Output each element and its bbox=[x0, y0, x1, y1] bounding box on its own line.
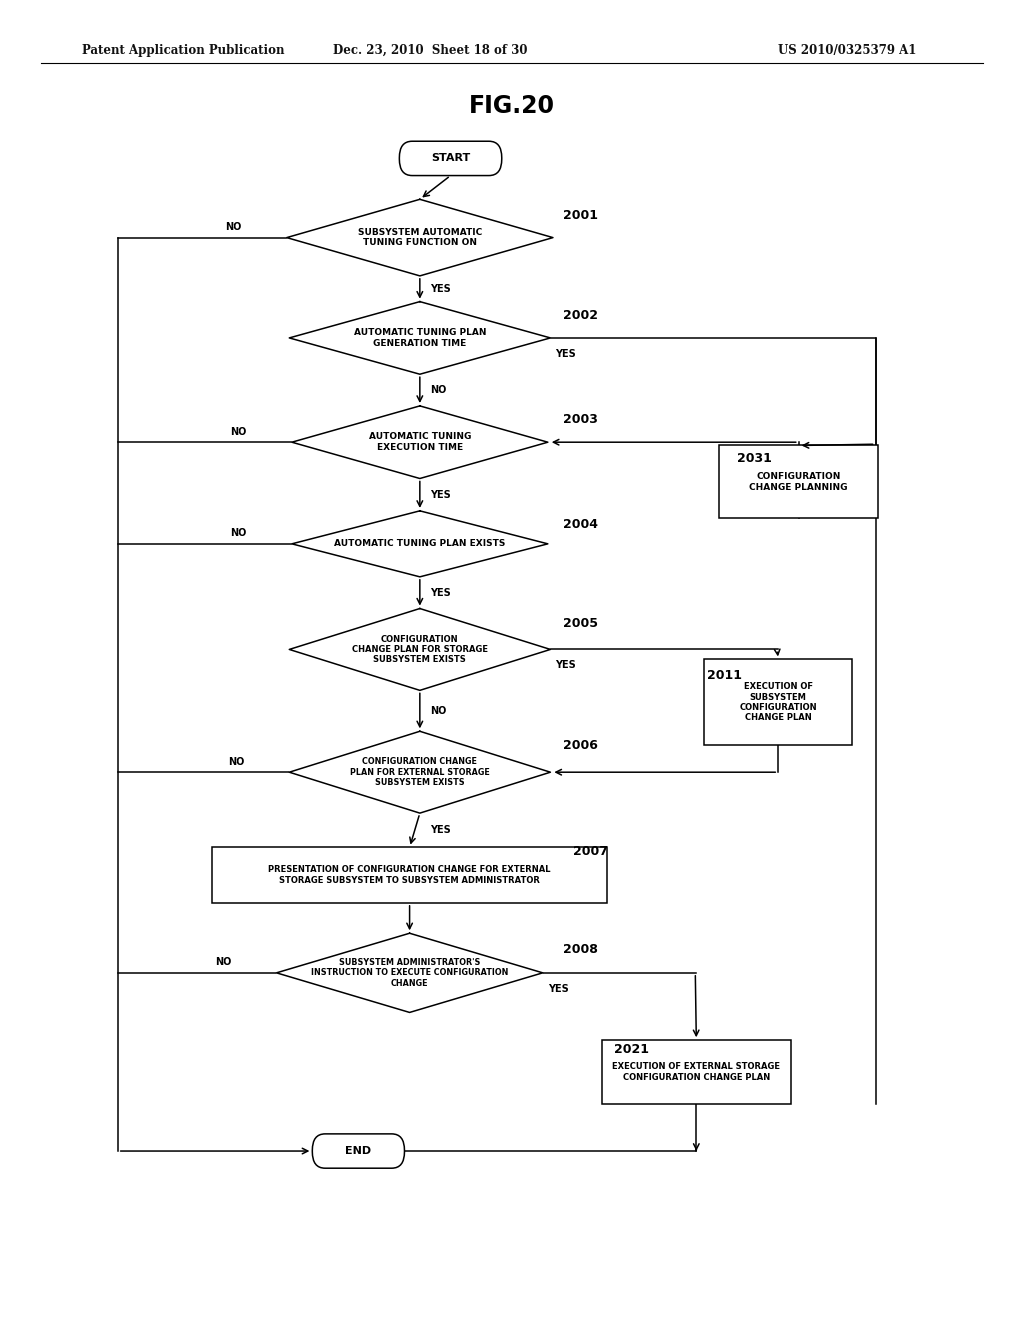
Text: AUTOMATIC TUNING
EXECUTION TIME: AUTOMATIC TUNING EXECUTION TIME bbox=[369, 433, 471, 451]
Text: Dec. 23, 2010  Sheet 18 of 30: Dec. 23, 2010 Sheet 18 of 30 bbox=[333, 44, 527, 57]
Text: END: END bbox=[345, 1146, 372, 1156]
Polygon shape bbox=[292, 511, 548, 577]
Polygon shape bbox=[276, 933, 543, 1012]
Text: 2021: 2021 bbox=[614, 1043, 649, 1056]
Text: CONFIGURATION
CHANGE PLAN FOR STORAGE
SUBSYSTEM EXISTS: CONFIGURATION CHANGE PLAN FOR STORAGE SU… bbox=[352, 635, 487, 664]
Text: NO: NO bbox=[215, 957, 231, 968]
Bar bbox=[602, 1040, 791, 1104]
Text: EXECUTION OF
SUBSYSTEM
CONFIGURATION
CHANGE PLAN: EXECUTION OF SUBSYSTEM CONFIGURATION CHA… bbox=[739, 682, 817, 722]
Text: YES: YES bbox=[430, 284, 451, 294]
Text: NO: NO bbox=[230, 426, 247, 437]
Bar bbox=[719, 445, 879, 517]
Text: PRESENTATION OF CONFIGURATION CHANGE FOR EXTERNAL
STORAGE SUBSYSTEM TO SUBSYSTEM: PRESENTATION OF CONFIGURATION CHANGE FOR… bbox=[268, 866, 551, 884]
FancyBboxPatch shape bbox=[312, 1134, 404, 1168]
Text: 2001: 2001 bbox=[563, 209, 598, 222]
Bar bbox=[705, 660, 852, 744]
Text: SUBSYSTEM AUTOMATIC
TUNING FUNCTION ON: SUBSYSTEM AUTOMATIC TUNING FUNCTION ON bbox=[357, 228, 482, 247]
Text: EXECUTION OF EXTERNAL STORAGE
CONFIGURATION CHANGE PLAN: EXECUTION OF EXTERNAL STORAGE CONFIGURAT… bbox=[612, 1063, 780, 1081]
Text: 2006: 2006 bbox=[563, 739, 598, 752]
Text: 2031: 2031 bbox=[737, 451, 772, 465]
Text: US 2010/0325379 A1: US 2010/0325379 A1 bbox=[778, 44, 916, 57]
Bar bbox=[213, 847, 606, 903]
Text: NO: NO bbox=[430, 706, 446, 715]
Text: FIG.20: FIG.20 bbox=[469, 94, 555, 117]
Text: NO: NO bbox=[227, 756, 244, 767]
Text: 2008: 2008 bbox=[563, 942, 598, 956]
Text: 2007: 2007 bbox=[573, 845, 608, 858]
Text: NO: NO bbox=[225, 222, 242, 232]
Polygon shape bbox=[289, 609, 551, 690]
Text: AUTOMATIC TUNING PLAN
GENERATION TIME: AUTOMATIC TUNING PLAN GENERATION TIME bbox=[353, 329, 486, 347]
Text: SUBSYSTEM ADMINISTRATOR'S
INSTRUCTION TO EXECUTE CONFIGURATION
CHANGE: SUBSYSTEM ADMINISTRATOR'S INSTRUCTION TO… bbox=[311, 958, 508, 987]
Text: 2004: 2004 bbox=[563, 517, 598, 531]
Text: 2011: 2011 bbox=[707, 669, 741, 682]
Text: 2003: 2003 bbox=[563, 413, 598, 426]
Text: YES: YES bbox=[430, 587, 451, 598]
Text: NO: NO bbox=[230, 528, 247, 539]
Text: YES: YES bbox=[430, 825, 451, 836]
Polygon shape bbox=[292, 407, 548, 478]
Text: YES: YES bbox=[548, 983, 568, 994]
FancyBboxPatch shape bbox=[399, 141, 502, 176]
Text: YES: YES bbox=[430, 490, 451, 500]
Text: NO: NO bbox=[430, 385, 446, 395]
Text: CONFIGURATION CHANGE
PLAN FOR EXTERNAL STORAGE
SUBSYSTEM EXISTS: CONFIGURATION CHANGE PLAN FOR EXTERNAL S… bbox=[350, 758, 489, 787]
Text: 2005: 2005 bbox=[563, 616, 598, 630]
Text: CONFIGURATION
CHANGE PLANNING: CONFIGURATION CHANGE PLANNING bbox=[750, 473, 848, 491]
Polygon shape bbox=[289, 302, 551, 375]
Text: 2002: 2002 bbox=[563, 309, 598, 322]
Text: AUTOMATIC TUNING PLAN EXISTS: AUTOMATIC TUNING PLAN EXISTS bbox=[334, 540, 506, 548]
Text: Patent Application Publication: Patent Application Publication bbox=[82, 44, 285, 57]
Text: YES: YES bbox=[555, 660, 577, 671]
Polygon shape bbox=[289, 731, 551, 813]
Text: YES: YES bbox=[555, 348, 577, 359]
Polygon shape bbox=[287, 199, 553, 276]
Text: START: START bbox=[431, 153, 470, 164]
